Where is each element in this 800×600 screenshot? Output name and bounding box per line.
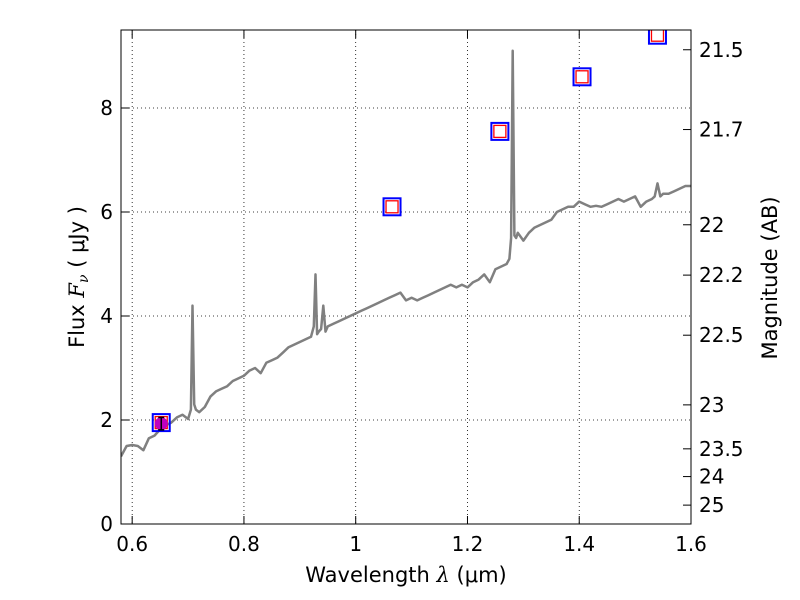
y-tick-label: 0 xyxy=(100,512,113,536)
y2-tick-label: 22.2 xyxy=(699,263,744,287)
y2-tick-label: 23 xyxy=(699,393,724,417)
y2-tick-label: 22.5 xyxy=(699,323,744,347)
axis-ticks: 0.6 0.8 1 1.2 1.4 1.60246821.521.72222.222.52… xyxy=(100,30,744,556)
x-tick-label: 1.6 xyxy=(675,532,707,556)
photometry-marker-outer xyxy=(151,413,171,433)
y2-tick-label: 21.7 xyxy=(699,118,744,142)
x-tick-label: 0.6 xyxy=(116,532,148,556)
y-axis-label: Flux Fν ( μJy ) xyxy=(65,206,92,348)
y-axis-unit: ( μJy ) xyxy=(65,206,89,268)
y2-tick-label: 21.5 xyxy=(699,38,744,62)
x-tick-label: 1.2 xyxy=(452,532,484,556)
plot-area xyxy=(121,30,691,457)
x-axis-symbol: λ xyxy=(436,563,450,587)
y2-tick-label: 24 xyxy=(699,465,724,489)
y-axis-symbol: Fν xyxy=(65,274,92,299)
photometry-marker-inner xyxy=(650,30,665,42)
plot-frame xyxy=(120,29,692,525)
y2-tick-label: 23.5 xyxy=(699,437,744,461)
y2-tick-label: 22 xyxy=(699,213,724,237)
y-tick-label: 8 xyxy=(100,96,113,120)
y-tick-label: 4 xyxy=(100,304,113,328)
spectrum-line xyxy=(121,49,691,457)
x-axis-unit: (μm) xyxy=(457,563,507,587)
x-axis-label: Wavelength λ (μm) xyxy=(305,563,506,587)
photometry-marker-outer xyxy=(382,197,402,217)
y2-tick-label: 25 xyxy=(699,493,724,517)
y-tick-label: 2 xyxy=(100,408,113,432)
photometry-marker-inner xyxy=(385,200,399,214)
x-tick-label: 1.4 xyxy=(563,532,595,556)
x-tick-label: 0.8 xyxy=(228,532,260,556)
photometry-marker-outer xyxy=(490,121,510,141)
grid xyxy=(121,30,692,525)
photometry-marker-outer xyxy=(647,30,667,45)
photometry-marker-inner xyxy=(575,70,589,84)
photometry-markers xyxy=(151,30,667,433)
y2-axis-label: Magnitude (AB) xyxy=(758,196,782,359)
x-tick-label: 1 xyxy=(349,532,362,556)
y-tick-label: 6 xyxy=(100,200,113,224)
photometry-marker-inner xyxy=(493,124,507,139)
photometry-marker-outer xyxy=(572,67,592,87)
